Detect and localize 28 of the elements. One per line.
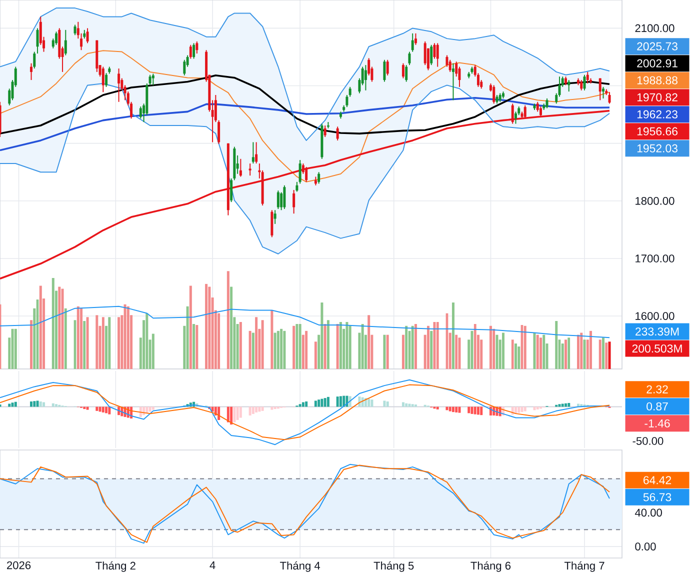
x-tick-label: Tháng 6 bbox=[470, 561, 511, 572]
y-tick-label: 1700.00 bbox=[636, 254, 674, 262]
text: 2025.73 bbox=[637, 42, 678, 50]
text: 2002.91 bbox=[637, 59, 678, 68]
text: 1962.23 bbox=[637, 110, 678, 118]
y-tick-label: 0.00 bbox=[635, 542, 656, 550]
x-tick-label: Tháng 2 bbox=[96, 561, 136, 572]
y-tick-label: 40.00 bbox=[634, 508, 662, 517]
x-tick-label: Tháng 7 bbox=[564, 561, 604, 572]
text: 1970.82 bbox=[637, 93, 678, 102]
y-tick-label: 2100.00 bbox=[635, 24, 674, 32]
x-tick-label: Tháng 5 bbox=[374, 561, 414, 572]
text: 1988.88 bbox=[637, 76, 678, 84]
y-tick-label: 1600.00 bbox=[636, 312, 674, 320]
text: 1952.03 bbox=[637, 144, 678, 152]
text: 64.42 bbox=[644, 476, 672, 484]
x-tick-label: 4 bbox=[210, 561, 216, 569]
y-tick-label: 1800.00 bbox=[636, 197, 674, 205]
text: -50.00 bbox=[632, 437, 664, 445]
text: 0.87 bbox=[646, 402, 668, 410]
text: 200.503M bbox=[632, 344, 682, 353]
x-tick-label: Tháng 4 bbox=[280, 561, 320, 572]
text: 233.39M bbox=[636, 327, 679, 336]
x-tick-label: 2026 bbox=[7, 561, 31, 570]
text: 2.32 bbox=[646, 385, 668, 394]
text: 56.73 bbox=[643, 493, 672, 502]
text: -1.46 bbox=[644, 419, 670, 428]
text: 1956.66 bbox=[637, 127, 678, 136]
